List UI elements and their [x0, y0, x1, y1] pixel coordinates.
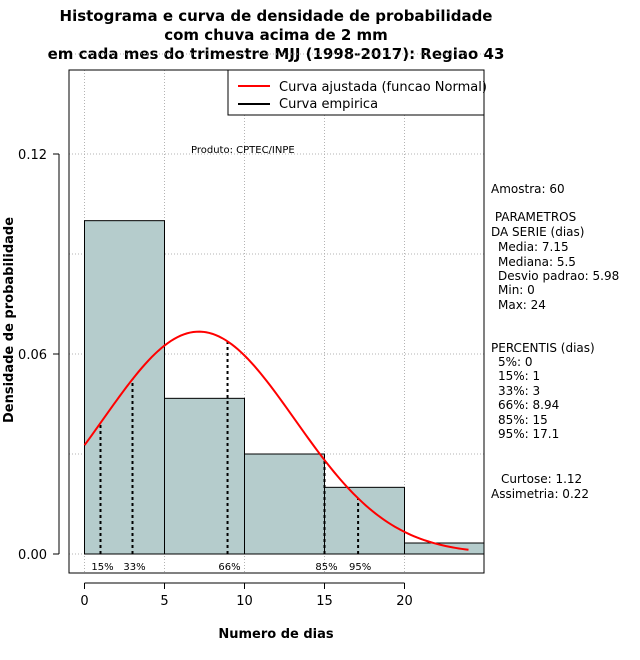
title-line-1: Histograma e curva de densidade de proba…	[60, 7, 493, 25]
y-axis-label: Densidade de probabilidade	[2, 217, 17, 423]
histogram-bar	[84, 220, 165, 555]
percentile-85: 85%: 15	[498, 413, 548, 427]
kurtosis: Curtose: 1.12	[501, 472, 583, 486]
y-tick-label: 0.06	[18, 348, 47, 363]
x-tick-label: 15	[316, 594, 333, 609]
axes: 0 5 10 15 20 0.00 0.06 0.12	[18, 148, 413, 609]
x-tick-label: 5	[160, 594, 168, 609]
legend-label-normal: Curva ajustada (funcao Normal)	[279, 80, 487, 95]
param-desvio: Desvio padrao: 5.98	[498, 269, 620, 283]
percentile-label: 33%	[123, 562, 145, 573]
percentile-95: 95%: 17.1	[498, 427, 560, 441]
percentile-5: 5%: 0	[498, 355, 533, 369]
percentile-label: 66%	[218, 562, 240, 573]
y-tick-label: 0.12	[18, 148, 47, 163]
histogram-bars	[84, 220, 485, 555]
product-annotation: Produto: CPTEC/INPE	[191, 145, 295, 156]
title-line-2: com chuva acima de 2 mm	[164, 26, 388, 44]
y-tick-label: 0.00	[18, 548, 47, 563]
legend-box	[227, 69, 485, 116]
legend: Curva ajustada (funcao Normal) Curva emp…	[227, 69, 487, 116]
percentile-label: 95%	[349, 562, 371, 573]
sample-size: Amostra: 60	[491, 182, 565, 196]
parameters-title-1: PARAMETROS	[491, 210, 577, 224]
histogram-bar	[324, 486, 405, 555]
percentile-lines: 15% 33% 66% 85% 95%	[91, 341, 371, 573]
percentiles-title: PERCENTIS (dias)	[491, 341, 595, 355]
parameters-title-2: DA SERIE (dias)	[491, 225, 585, 239]
percentile-33: 33%: 3	[498, 384, 541, 398]
x-tick-label: 20	[396, 594, 413, 609]
x-axis-label: Numero de dias	[218, 627, 334, 642]
percentile-label: 15%	[91, 562, 113, 573]
chart-title: Histograma e curva de densidade de proba…	[48, 7, 505, 63]
normal-fit-curve	[83, 330, 469, 551]
param-media: Media: 7.15	[498, 240, 569, 254]
histogram-bar	[404, 542, 485, 555]
x-tick-label: 10	[236, 594, 253, 609]
x-tick-label: 0	[80, 594, 88, 609]
histogram-bar	[244, 453, 325, 555]
legend-label-empirical: Curva empirica	[279, 97, 378, 112]
param-max: Max: 24	[498, 298, 546, 312]
param-mediana: Mediana: 5.5	[498, 255, 576, 269]
param-min: Min: 0	[498, 283, 535, 297]
percentile-15: 15%: 1	[498, 369, 541, 383]
histogram-bar	[164, 397, 245, 555]
skewness: Assimetria: 0.22	[491, 487, 590, 501]
percentile-label: 85%	[315, 562, 337, 573]
percentile-66: 66%: 8.94	[498, 398, 560, 412]
